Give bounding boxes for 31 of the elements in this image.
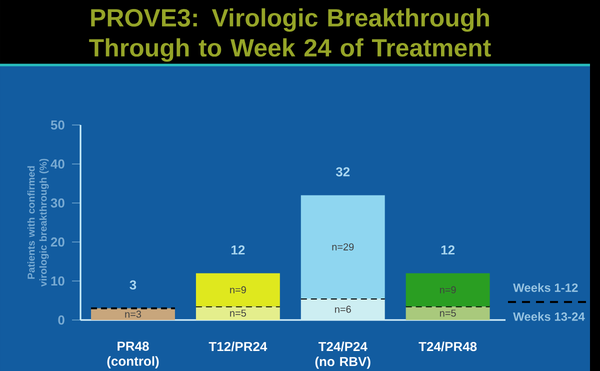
total-label: 32: [336, 167, 350, 176]
y-tick-label: 20: [50, 237, 64, 247]
annotation: n=6: [335, 306, 351, 313]
total-label: 12: [441, 245, 455, 254]
x-tick-label: PR48 (control): [107, 342, 159, 368]
bar: [196, 306, 280, 320]
bar: [300, 195, 385, 299]
y-tick-label: 30: [50, 198, 64, 208]
annotation: n=3: [125, 310, 142, 318]
chart-title: PROVE3: Virologic Breakthrough Through to Week 24 of Treatment: [89, 8, 491, 62]
series-label: Weeks 13-24: [513, 312, 585, 321]
x-tick-label: T24/P24 (no RBV): [315, 342, 370, 369]
total-label: 3: [130, 280, 136, 290]
y-tick-label: 50: [50, 120, 64, 130]
x-tick-label: T24/PR48: [418, 342, 477, 352]
bar: [196, 273, 280, 306]
y-tick-label: 10: [51, 276, 64, 286]
annotation: n=9: [230, 286, 246, 294]
annotation: n=5: [230, 310, 246, 317]
annotation: n=9: [440, 286, 456, 294]
annotation: n=5: [440, 310, 456, 317]
y-tick-label: 0: [58, 315, 64, 325]
annotation: n=29: [332, 243, 354, 250]
bar: [406, 273, 490, 306]
bar: [91, 308, 175, 320]
total-label: 12: [232, 245, 245, 254]
series-label: Weeks 1-12: [513, 283, 578, 292]
x-tick-label: T12/PR24: [208, 342, 268, 352]
y-axis-title: Patients with confirmed virologic breakthrough (%): [27, 158, 49, 287]
y-tick-label: 40: [50, 159, 64, 169]
bar: [406, 306, 490, 320]
